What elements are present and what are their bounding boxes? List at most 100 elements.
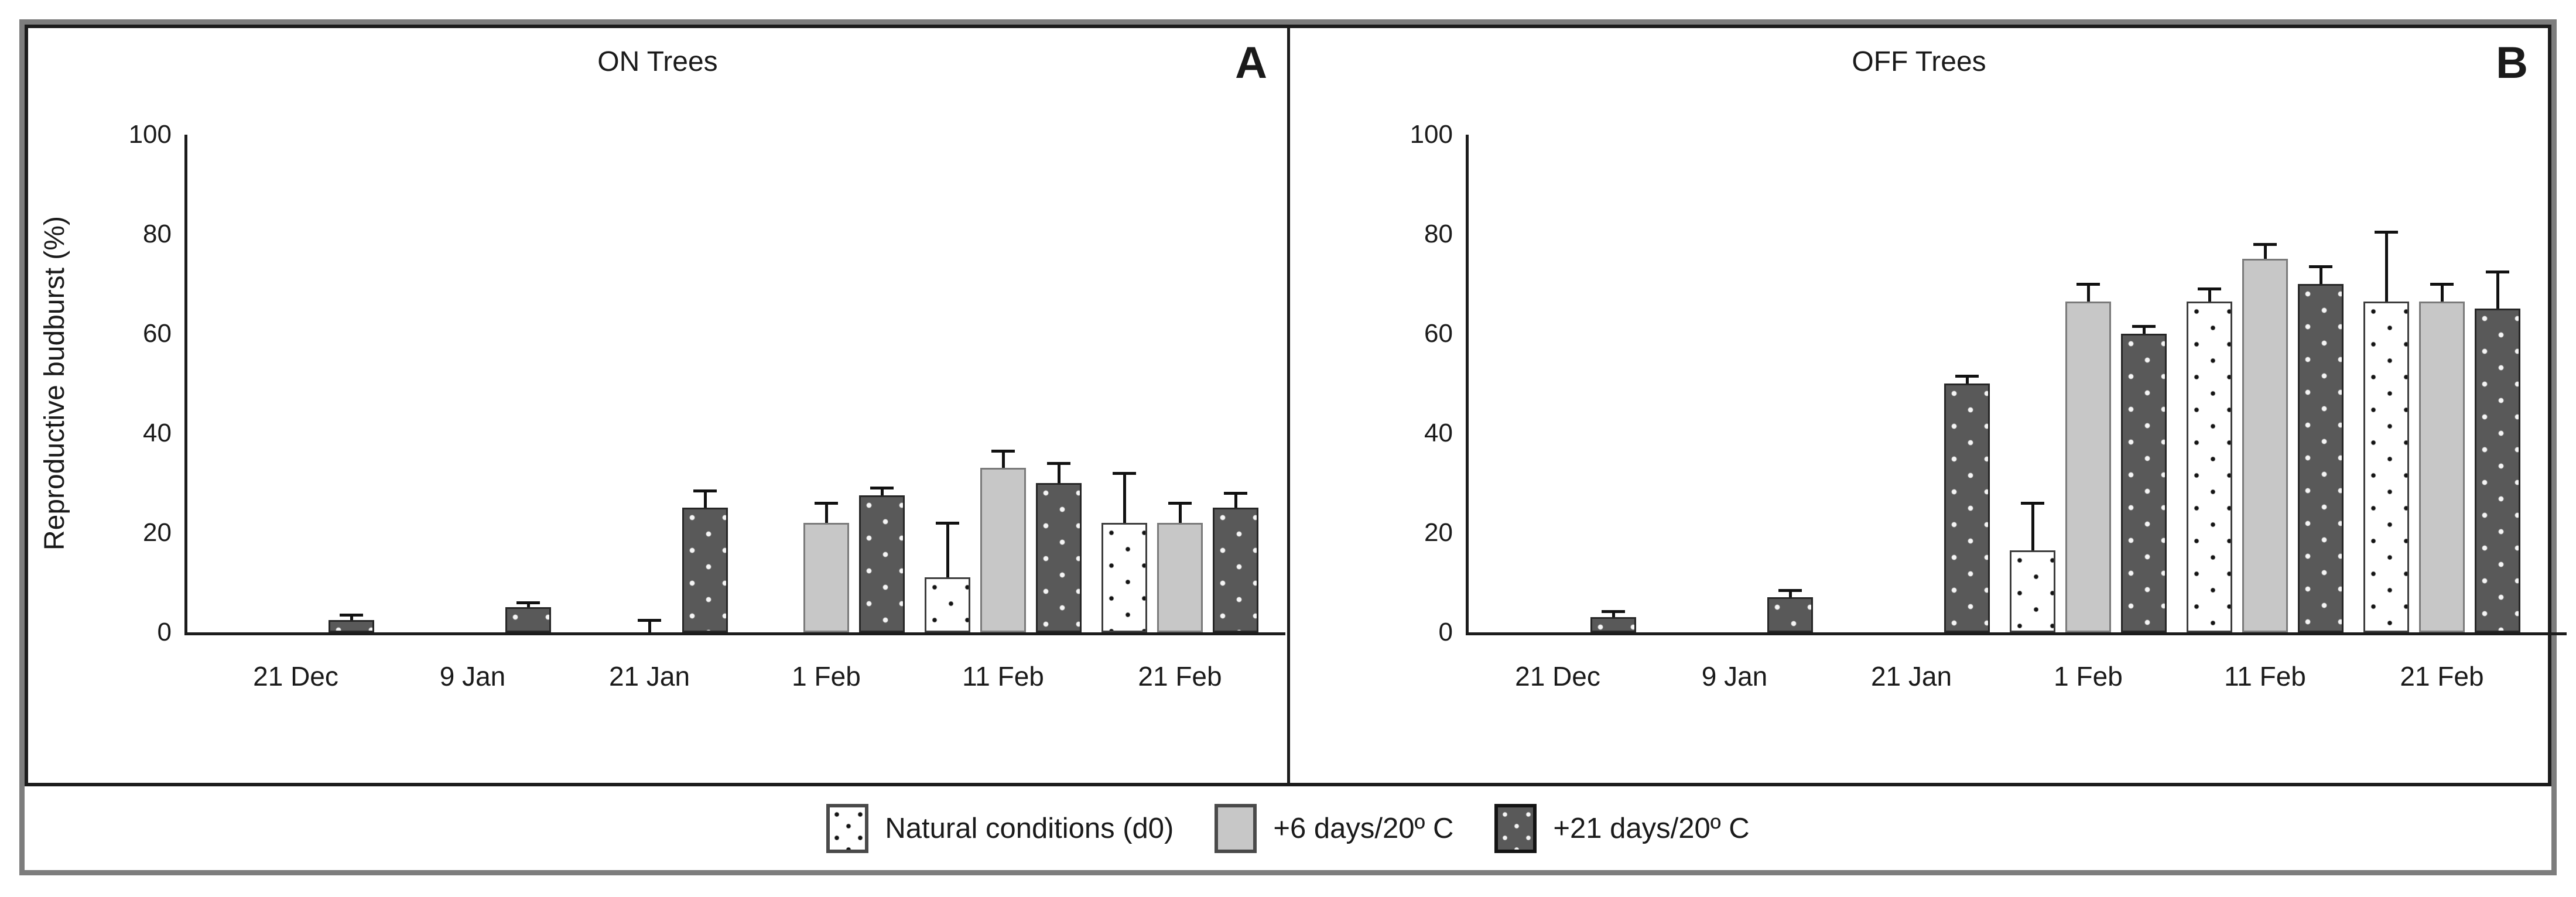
x-axis-label: 1 Feb	[792, 661, 861, 691]
error-bar-off-trees-21-dec-21-days-20-c	[1612, 611, 1615, 617]
error-bar-off-trees-21-feb-6-days-20-c	[2441, 284, 2444, 302]
error-bar-on-trees-21-feb-6-days-20-c	[1179, 503, 1182, 523]
legend-label: +21 days/20º C	[1553, 812, 1750, 844]
y-axis-line	[1466, 135, 1469, 635]
legend-swatch-dark-dotted-icon	[1494, 803, 1537, 853]
bar-off-trees-1-feb-6-days-20-c	[2065, 302, 2111, 632]
x-axis-label: 11 Feb	[2224, 661, 2306, 691]
y-tick-label: 60	[143, 319, 172, 348]
error-bar-off-trees-21-feb-21-days-20-c	[2496, 272, 2499, 309]
y-tick-label: 20	[1424, 518, 1453, 547]
error-bar-off-trees-21-feb-natural-conditions-d0-	[2385, 232, 2388, 302]
bar-on-trees-11-feb-natural-conditions-d0-	[925, 577, 970, 632]
error-bar-off-trees-21-jan-21-days-20-c	[1966, 376, 1969, 384]
error-bar-cap-on-trees-21-jan-6-days-20-c	[638, 619, 661, 622]
bar-off-trees-21-feb-6-days-20-c	[2419, 302, 2465, 632]
legend-label: Natural conditions (d0)	[885, 812, 1174, 844]
error-bar-on-trees-11-feb-natural-conditions-d0-	[946, 523, 949, 577]
error-bar-cap-off-trees-11-feb-natural-conditions-d0-	[2198, 287, 2221, 290]
y-tick-label: 100	[128, 120, 172, 149]
bar-off-trees-11-feb-21-days-20-c	[2298, 284, 2344, 632]
x-axis-label: 11 Feb	[962, 661, 1044, 691]
bar-off-trees-21-jan-21-days-20-c	[1944, 384, 1990, 632]
chart-area: ON Trees A Reproductive budburst (%) 0 20…	[25, 25, 2567, 786]
legend-swatch-white-dotted-icon	[826, 803, 869, 853]
x-axis-label: 9 Jan	[1701, 661, 1768, 691]
error-bar-cap-on-trees-21-feb-6-days-20-c	[1168, 502, 1192, 505]
error-bar-cap-off-trees-11-feb-21-days-20-c	[2309, 265, 2332, 268]
error-bar-cap-on-trees-11-feb-natural-conditions-d0-	[936, 522, 959, 525]
legend-item-natural-conditions: Natural conditions (d0)	[826, 803, 1174, 853]
error-bar-cap-off-trees-21-feb-6-days-20-c	[2430, 283, 2454, 286]
legend-item-6-days: +6 days/20º C	[1215, 803, 1453, 853]
error-bar-on-trees-1-feb-21-days-20-c	[881, 488, 884, 495]
error-bar-on-trees-21-feb-21-days-20-c	[1234, 493, 1237, 508]
bar-on-trees-9-jan-21-days-20-c	[505, 607, 551, 632]
x-axis-line	[184, 632, 1285, 635]
legend: Natural conditions (d0) +6 days/20º C +2…	[25, 786, 2551, 870]
bar-off-trees-11-feb-6-days-20-c	[2242, 259, 2288, 632]
error-bar-cap-off-trees-11-feb-6-days-20-c	[2253, 243, 2277, 246]
x-axis-label: 21 Feb	[2400, 661, 2484, 691]
x-axis-label: 21 Jan	[608, 661, 690, 691]
x-axis-label: 21 Jan	[1870, 661, 1952, 691]
panel-off-trees: OFF Trees B 0 20 40 60 80 100 21 Dec 9 Jan 21 Ja…	[1287, 28, 2567, 783]
bar-on-trees-1-feb-21-days-20-c	[859, 495, 905, 632]
error-bar-cap-on-trees-1-feb-21-days-20-c	[870, 487, 894, 489]
error-bar-cap-on-trees-9-jan-21-days-20-c	[516, 601, 540, 604]
bar-on-trees-21-jan-21-days-20-c	[682, 508, 728, 632]
bar-on-trees-21-feb-21-days-20-c	[1213, 508, 1258, 632]
error-bar-off-trees-11-feb-21-days-20-c	[2320, 266, 2322, 284]
error-bar-on-trees-1-feb-6-days-20-c	[825, 503, 828, 523]
panel-on-trees: ON Trees A Reproductive budburst (%) 0 20…	[28, 28, 1287, 783]
y-tick-label: 60	[1424, 319, 1453, 348]
error-bar-cap-on-trees-21-feb-natural-conditions-d0-	[1113, 472, 1136, 475]
error-bar-on-trees-21-jan-6-days-20-c	[648, 620, 651, 632]
error-bar-off-trees-1-feb-natural-conditions-d0-	[2031, 503, 2034, 550]
error-bar-cap-off-trees-9-jan-21-days-20-c	[1778, 589, 1802, 592]
panel-a-title: ON Trees	[597, 46, 718, 77]
error-bar-cap-off-trees-1-feb-natural-conditions-d0-	[2021, 502, 2044, 505]
error-bar-cap-off-trees-21-jan-21-days-20-c	[1955, 375, 1979, 378]
y-tick-label: 40	[1424, 419, 1453, 447]
bar-off-trees-21-dec-21-days-20-c	[1590, 617, 1636, 632]
y-tick-label: 0	[1438, 618, 1453, 646]
error-bar-on-trees-9-jan-21-days-20-c	[527, 602, 530, 607]
x-axis-label: 21 Feb	[1138, 661, 1222, 691]
error-bar-cap-on-trees-11-feb-21-days-20-c	[1047, 462, 1070, 465]
x-axis-line	[1466, 632, 2567, 635]
bar-off-trees-1-feb-21-days-20-c	[2121, 334, 2167, 632]
y-tick-label: 20	[143, 518, 172, 547]
y-tick-label: 40	[143, 419, 172, 447]
error-bar-cap-off-trees-21-dec-21-days-20-c	[1602, 610, 1625, 613]
error-bar-cap-on-trees-21-jan-21-days-20-c	[693, 489, 717, 492]
y-axis-title: Reproductive budburst (%)	[39, 216, 70, 551]
error-bar-cap-on-trees-21-feb-21-days-20-c	[1224, 492, 1247, 495]
panel-b-title: OFF Trees	[1852, 46, 1986, 77]
bar-off-trees-11-feb-natural-conditions-d0-	[2187, 302, 2232, 632]
panel-b-letter: B	[2496, 38, 2528, 88]
y-tick-label: 0	[157, 618, 172, 646]
panel-a-letter: A	[1235, 38, 1267, 88]
y-tick-label: 100	[1410, 120, 1453, 149]
bar-off-trees-1-feb-natural-conditions-d0-	[2010, 550, 2055, 632]
x-axis-label: 21 Dec	[1515, 661, 1600, 691]
x-axis-label: 9 Jan	[439, 661, 506, 691]
y-tick-label: 80	[143, 220, 172, 248]
legend-item-21-days: +21 days/20º C	[1494, 803, 1750, 853]
y-tick-label: 80	[1424, 220, 1453, 248]
error-bar-off-trees-1-feb-21-days-20-c	[2143, 326, 2146, 334]
y-axis-line	[184, 135, 187, 635]
bar-on-trees-11-feb-6-days-20-c	[980, 468, 1026, 632]
error-bar-cap-on-trees-11-feb-6-days-20-c	[991, 450, 1015, 453]
error-bar-cap-off-trees-21-feb-21-days-20-c	[2486, 271, 2509, 273]
error-bar-off-trees-11-feb-natural-conditions-d0-	[2208, 289, 2211, 302]
error-bar-on-trees-21-dec-21-days-20-c	[350, 615, 353, 620]
error-bar-off-trees-11-feb-6-days-20-c	[2264, 244, 2267, 259]
error-bar-off-trees-9-jan-21-days-20-c	[1789, 590, 1792, 597]
error-bar-cap-on-trees-21-dec-21-days-20-c	[340, 614, 363, 617]
x-axis-label: 21 Dec	[253, 661, 338, 691]
error-bar-cap-on-trees-1-feb-6-days-20-c	[815, 502, 838, 505]
error-bar-off-trees-1-feb-6-days-20-c	[2087, 284, 2090, 302]
bar-on-trees-21-dec-21-days-20-c	[329, 620, 374, 632]
